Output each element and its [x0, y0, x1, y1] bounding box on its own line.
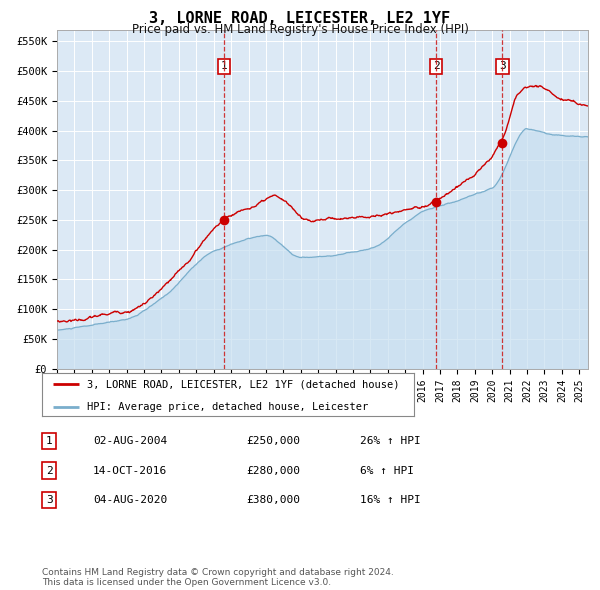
- Text: 02-AUG-2004: 02-AUG-2004: [93, 436, 167, 446]
- Text: 2: 2: [433, 61, 440, 71]
- Text: 2: 2: [46, 466, 53, 476]
- Text: Contains HM Land Registry data © Crown copyright and database right 2024.
This d: Contains HM Land Registry data © Crown c…: [42, 568, 394, 587]
- Text: £250,000: £250,000: [246, 436, 300, 446]
- Text: 3: 3: [46, 495, 53, 505]
- Text: 6% ↑ HPI: 6% ↑ HPI: [360, 466, 414, 476]
- Text: HPI: Average price, detached house, Leicester: HPI: Average price, detached house, Leic…: [86, 402, 368, 412]
- Text: 3: 3: [499, 61, 506, 71]
- Text: Price paid vs. HM Land Registry's House Price Index (HPI): Price paid vs. HM Land Registry's House …: [131, 23, 469, 36]
- Text: 04-AUG-2020: 04-AUG-2020: [93, 495, 167, 505]
- Text: 3, LORNE ROAD, LEICESTER, LE2 1YF: 3, LORNE ROAD, LEICESTER, LE2 1YF: [149, 11, 451, 25]
- Text: 26% ↑ HPI: 26% ↑ HPI: [360, 436, 421, 446]
- Text: £280,000: £280,000: [246, 466, 300, 476]
- Text: 3, LORNE ROAD, LEICESTER, LE2 1YF (detached house): 3, LORNE ROAD, LEICESTER, LE2 1YF (detac…: [86, 379, 399, 389]
- Text: 14-OCT-2016: 14-OCT-2016: [93, 466, 167, 476]
- Text: £380,000: £380,000: [246, 495, 300, 505]
- Text: 1: 1: [46, 436, 53, 446]
- Text: 16% ↑ HPI: 16% ↑ HPI: [360, 495, 421, 505]
- Text: 1: 1: [220, 61, 227, 71]
